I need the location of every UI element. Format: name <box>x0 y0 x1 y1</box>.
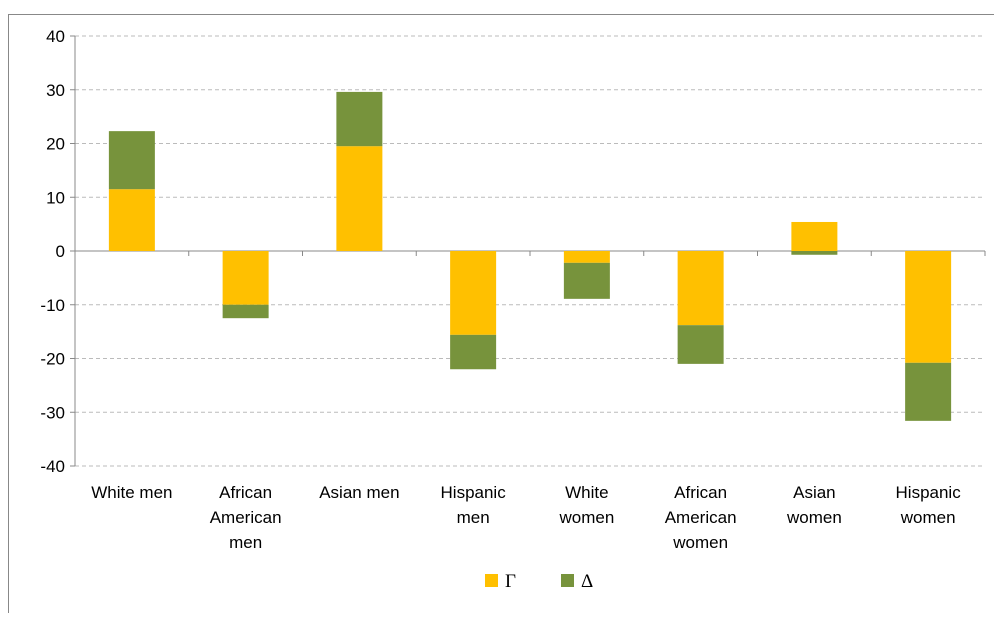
bar-segment <box>564 251 610 263</box>
legend-swatch <box>561 574 574 587</box>
legend-label: Δ <box>581 571 593 592</box>
bar-segment <box>450 251 496 335</box>
bar-segment <box>336 146 382 251</box>
bar-segment <box>109 189 155 251</box>
bar-segment <box>564 263 610 299</box>
legend-label: Γ <box>505 571 516 592</box>
y-tick-label: 20 <box>46 135 65 154</box>
legend-swatch <box>485 574 498 587</box>
y-tick-label: -30 <box>40 403 65 422</box>
bar-segment <box>791 251 837 255</box>
x-tick-label: White men <box>91 483 172 502</box>
bar-segment <box>223 305 269 318</box>
x-tick-label: Asian men <box>319 483 399 502</box>
y-tick-label: -20 <box>40 350 65 369</box>
y-tick-label: 10 <box>46 188 65 207</box>
bar-segment <box>678 251 724 325</box>
bar-segment <box>450 335 496 369</box>
bar-segment <box>109 131 155 189</box>
bar-segment <box>223 251 269 305</box>
chart-border <box>9 15 994 614</box>
y-tick-label: 0 <box>56 242 65 261</box>
bar-segment <box>905 363 951 421</box>
bar-segment <box>336 92 382 146</box>
y-tick-label: -40 <box>40 457 65 476</box>
bar-segment <box>791 222 837 251</box>
y-tick-label: -10 <box>40 296 65 315</box>
bar-segment <box>905 251 951 363</box>
bar-segment <box>678 325 724 364</box>
y-tick-label: 40 <box>46 27 65 46</box>
y-tick-label: 30 <box>46 81 65 100</box>
